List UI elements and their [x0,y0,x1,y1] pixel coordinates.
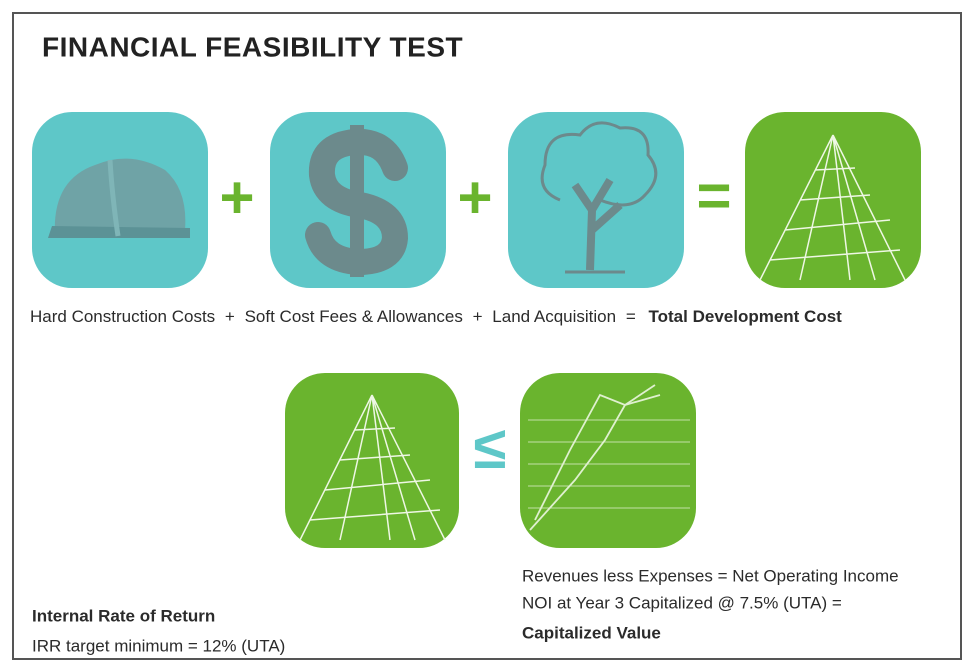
irr-heading: Internal Rate of Return [32,606,215,625]
tree-icon [540,121,658,274]
pyramid-tile [745,112,921,288]
operator: = [626,307,636,326]
pyramid-icon [759,134,906,281]
chart-tile [520,373,696,548]
hardhat-icon [48,158,190,238]
operator: = [696,162,731,229]
operator: + [457,164,492,231]
term: Hard Construction Costs [30,307,215,326]
pyramid-icon [299,394,446,541]
capitalized-line: Revenues less Expenses = Net Operating I… [522,566,899,585]
title: FINANCIAL FEASIBILITY TEST [42,31,463,62]
operator: + [473,307,483,326]
operator: ≤ [474,414,507,481]
chart-icon [528,384,690,531]
term-total: Total Development Cost [649,307,843,326]
frame [12,12,962,660]
capitalized-line: NOI at Year 3 Capitalized @ 7.5% (UTA) = [522,593,842,612]
capitalized-result: Capitalized Value [522,623,661,642]
operator: + [219,164,254,231]
term: Land Acquisition [492,307,616,326]
term: Soft Cost Fees & Allowances [245,307,463,326]
irr-target: IRR target minimum = 12% (UTA) [32,636,285,655]
equation: Hard Construction Costs + Soft Cost Fees… [30,307,842,326]
operator: + [225,307,235,326]
dollar-icon [305,125,409,277]
pyramid-tile [285,373,459,548]
